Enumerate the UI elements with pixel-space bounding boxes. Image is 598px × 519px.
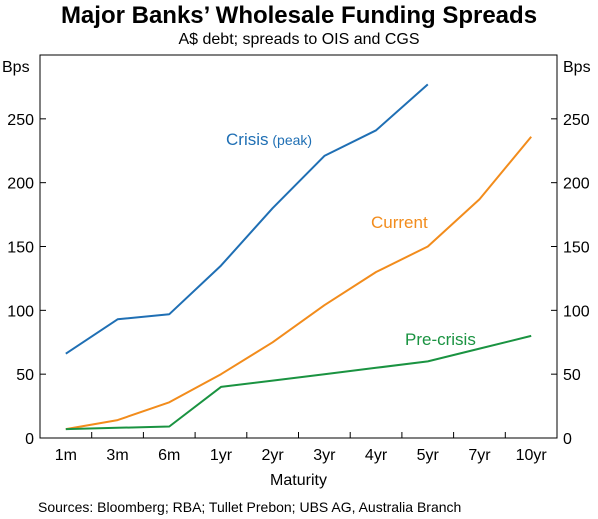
y-tick-label-right: 0 [563, 431, 572, 448]
y-tick-label-left: 50 [16, 367, 34, 384]
x-tick-label: 1m [55, 447, 77, 464]
x-tick-label: 4yr [365, 447, 388, 464]
x-tick-label: 6m [158, 447, 180, 464]
series-line-current [65, 136, 532, 431]
series-label-pre-crisis: Pre-crisis [405, 330, 476, 349]
series-label-suffix: (peak) [269, 132, 313, 148]
x-tick-label: 3yr [313, 447, 336, 464]
y-tick-label-left: 100 [7, 303, 34, 320]
series-line-crisis [65, 83, 429, 355]
x-axis-label: Maturity [270, 472, 327, 489]
x-tick-label: 10yr [516, 447, 548, 464]
x-tick-label: 2yr [262, 447, 285, 464]
x-tick-label: 5yr [417, 447, 440, 464]
series-line-pre-crisis [65, 334, 532, 431]
y-axis-label-left: Bps [2, 59, 30, 76]
y-tick-label-right: 100 [563, 303, 590, 320]
chart-title: Major Banks’ Wholesale Funding Spreads [60, 2, 538, 29]
y-tick-label-right: 50 [563, 367, 581, 384]
series-label-crisis: Crisis (peak) [226, 130, 312, 149]
y-axis-label-right: Bps [563, 59, 591, 76]
y-tick-label-left: 200 [7, 176, 34, 193]
y-tick-label-right: 150 [563, 240, 590, 257]
series-label-current: Current [371, 213, 428, 232]
y-tick-label-right: 250 [563, 112, 590, 129]
y-tick-label-left: 250 [7, 112, 34, 129]
y-tick-label-left: 150 [7, 240, 34, 257]
plot-frame [39, 54, 558, 439]
x-tick-label: 1yr [210, 447, 233, 464]
y-tick-label-left: 0 [25, 431, 34, 448]
x-tick-label: 3m [106, 447, 128, 464]
chart-subtitle: A$ debt; spreads to OIS and CGS [178, 31, 420, 48]
y-tick-label-right: 200 [563, 176, 590, 193]
x-tick-label: 7yr [468, 447, 491, 464]
source-note: Sources: Bloomberg; RBA; Tullet Prebon; … [38, 499, 462, 515]
